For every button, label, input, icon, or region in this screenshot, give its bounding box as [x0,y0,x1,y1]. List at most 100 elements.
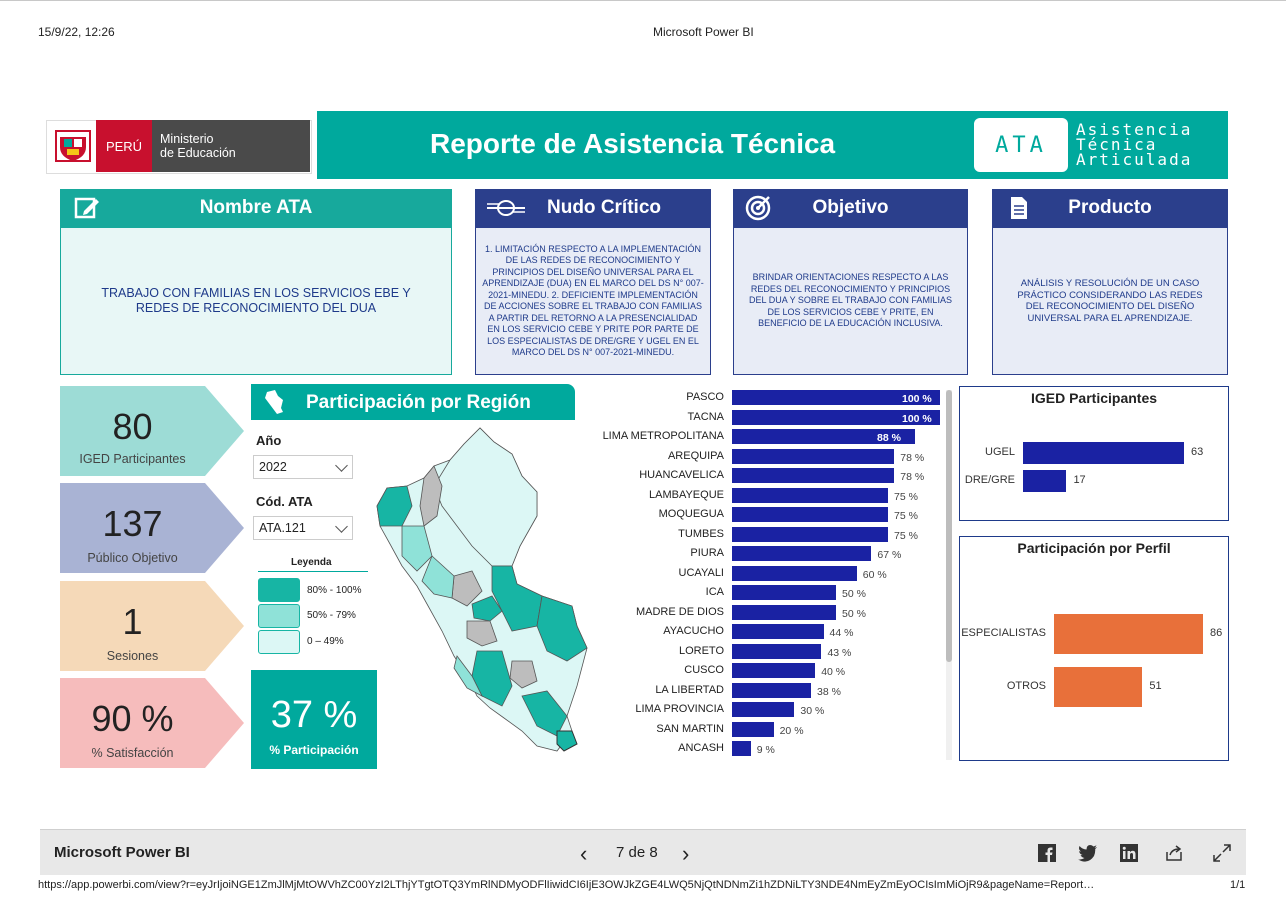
region-bar-value: 20 % [779,724,804,737]
region-bar[interactable] [732,390,940,405]
region-bar-label: HUANCAVELICA [639,469,724,481]
legend-swatch-high [258,578,300,602]
card-nombre-ata: Nombre ATA TRABAJO CON FAMILIAS EN LOS S… [60,189,452,375]
perfil-chart-label: OTROS [1006,680,1046,692]
year-select[interactable]: 2022 [253,455,353,479]
region-bar[interactable] [732,741,751,756]
kpi-value: 90 % [91,698,174,739]
card-objetivo-text: BRINDAR ORIENTACIONES RESPECTO A LAS RED… [733,227,968,375]
card-nombre-title: Nombre ATA [199,197,313,218]
code-select-value: ATA.121 [259,521,306,535]
perfil-bar-chart: ESPECIALISTAS 86 OTROS 51 [960,537,1228,760]
region-bar-label: UCAYALI [678,566,724,579]
scrollbar-thumb[interactable] [946,390,952,662]
region-bar[interactable] [732,682,812,698]
region-bar[interactable] [732,409,940,425]
legend-swatch-low [258,630,300,654]
card-objetivo-header: Objetivo [733,189,968,227]
region-bar-label: LIMA METROPOLITANA [602,430,724,442]
region-bar-label: LORETO [678,644,724,657]
participation-kpi: 37 % % Participación [251,670,377,769]
perfil-chart-bar[interactable] [1054,614,1203,654]
card-objetivo-title: Objetivo [812,197,889,218]
ministry-line1: Ministerio [160,132,214,146]
region-bar-value: 60 % [862,568,887,581]
legend-divider [258,571,368,572]
region-bar-label: LA LIBERTAD [655,683,724,696]
iged-chart-bar[interactable] [1023,470,1067,492]
region-bar[interactable] [732,702,795,717]
region-bar-value: 43 % [827,646,852,659]
iged-panel-title: IGED Participantes [1030,390,1158,406]
card-nombre-text: TRABAJO CON FAMILIAS EN LOS SERVICIOS EB… [60,227,452,375]
ministry-line2: de Educación [160,146,236,160]
legend-title: Leyenda [291,557,332,568]
code-select[interactable]: ATA.121 [253,516,353,540]
legend-swatch-mid [258,604,300,628]
ata-line1: Asistencia [1076,120,1193,139]
card-nombre-header: Nombre ATA [60,189,452,227]
legend-label-high: 80% - 100% [307,585,362,596]
page-url: https://app.powerbi.com/view?r=eyJrIjoiN… [38,879,1095,891]
share-icon[interactable] [1164,843,1184,863]
region-bar-value: 38 % [817,685,841,698]
region-bar[interactable] [732,565,857,581]
region-bar[interactable] [732,546,872,561]
region-bar-label: AYACUCHO [663,625,724,637]
region-bar[interactable] [732,448,895,464]
peru-region-map[interactable] [372,426,592,761]
linkedin-icon[interactable] [1120,844,1138,862]
iged-bar-chart: UGEL 63 DRE/GRE 17 [960,387,1228,520]
fullscreen-icon[interactable] [1212,843,1232,863]
card-objetivo: Objetivo BRINDAR ORIENTACIONES RESPECTO … [733,189,968,375]
prev-page-button[interactable]: ‹ [580,841,588,866]
region-bar-value: 75 % [894,510,918,522]
kpi-label: IGED Participantes [79,452,186,466]
region-bar-value: 67 % [877,549,902,561]
region-bar[interactable] [732,468,895,483]
region-bar[interactable] [732,507,888,522]
target-icon [745,195,771,221]
region-bar-value: 75 % [894,529,918,542]
region-bar-value: 44 % [829,627,854,639]
iged-chart-bar[interactable] [1023,442,1184,464]
top-border [0,0,1286,1]
region-bar-value: 30 % [800,705,825,717]
region-chart-scrollbar[interactable] [946,390,952,760]
participation-label: % Participación [269,743,359,757]
facebook-icon[interactable] [1038,844,1056,862]
peru-shield-icon [50,123,96,169]
ata-caption: Asistencia Técnica Articulada [1076,120,1193,168]
region-bar[interactable] [732,624,824,639]
region-bar-label: TACNA [687,410,724,423]
twitter-icon[interactable] [1078,844,1098,862]
ata-line2: Técnica [1076,135,1158,154]
region-bar-label: LIMA PROVINCIA [635,703,724,715]
peru-map-icon [265,390,283,414]
perfil-chart-value: 86 [1210,627,1223,639]
region-bar[interactable] [732,604,836,620]
kpi-value: 137 [102,503,163,544]
region-bar[interactable] [732,643,822,659]
region-bar-label: MADRE DE DIOS [635,605,724,618]
region-bar[interactable] [732,429,916,444]
region-bar-label: CUSCO [684,664,724,676]
region-bar-label: ICA [705,586,724,598]
region-bar[interactable] [732,663,816,678]
kpi-label: % Satisfacción [91,746,174,760]
region-bar[interactable] [732,526,888,542]
region-bar-label: PIURA [690,547,724,559]
perfil-chart-bar[interactable] [1054,667,1143,707]
region-bar[interactable] [732,487,888,503]
kpi-arrow-shape [60,678,244,768]
kpi-arrow-shape [60,581,244,671]
kpi-iged-participantes: 80 IGED Participantes [60,386,244,476]
year-select-value: 2022 [259,460,287,474]
kpi-label: Sesiones [106,649,159,663]
participation-value: 37 % [270,694,358,736]
next-page-button[interactable]: › [682,841,690,866]
region-bar-value: 100 % [902,393,932,405]
region-bar[interactable] [732,585,836,600]
region-bar[interactable] [732,721,774,737]
edit-icon [74,197,99,219]
